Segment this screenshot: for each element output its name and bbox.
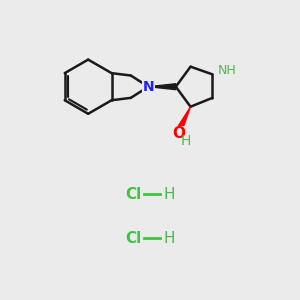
Polygon shape	[148, 84, 176, 90]
Text: O: O	[172, 126, 185, 141]
Text: N: N	[142, 80, 154, 94]
Text: H: H	[163, 231, 175, 246]
Text: Cl: Cl	[125, 231, 142, 246]
Polygon shape	[178, 107, 190, 129]
Text: Cl: Cl	[125, 187, 142, 202]
Text: NH: NH	[218, 64, 236, 77]
Text: H: H	[180, 134, 191, 148]
Text: H: H	[163, 187, 175, 202]
